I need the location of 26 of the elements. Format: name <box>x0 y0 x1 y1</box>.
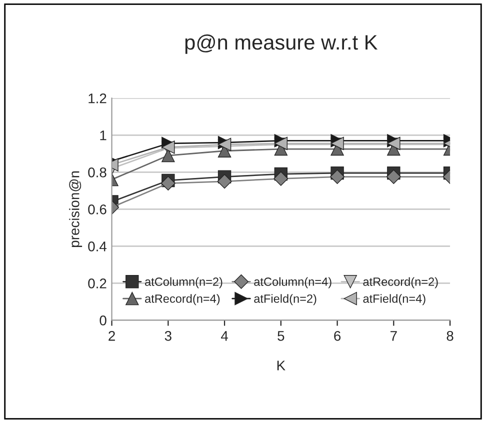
y-tick-label: 0 <box>100 316 106 326</box>
x-tick-label: 3 <box>164 330 172 341</box>
legend-label: atField(n=2) <box>254 294 316 306</box>
x-tick-label: 5 <box>278 331 284 341</box>
point <box>274 171 288 186</box>
chart-title: p@n measure w.r.t K <box>185 34 378 54</box>
legend-label: atColumn(n=4) <box>254 277 332 288</box>
point <box>217 174 232 189</box>
point <box>330 170 345 184</box>
y-tick-label: 1.2 <box>88 93 106 104</box>
y-tick-label: 0.4 <box>88 242 107 252</box>
legend-label: atField(n=4) <box>363 294 426 306</box>
y-tick-label: 0.8 <box>88 167 106 178</box>
x-tick-label: 2 <box>108 330 115 341</box>
legend-label: atRecord(n=2) <box>363 277 438 288</box>
x-tick-label: 8 <box>446 330 454 341</box>
x-tick-label: 6 <box>334 330 341 341</box>
legend-label: atRecord(n=4) <box>145 294 220 306</box>
y-axis-title: precision@n <box>69 171 82 247</box>
x-tick-label: 4 <box>220 331 228 341</box>
legend-label: atColumn(n=2) <box>145 277 222 288</box>
x-tick-label: 7 <box>390 331 397 341</box>
y-tick-label: 0.2 <box>88 278 106 288</box>
y-tick-label: 1 <box>100 130 106 140</box>
y-tick-label: 0.6 <box>88 204 106 214</box>
x-axis-title: K <box>277 360 286 370</box>
